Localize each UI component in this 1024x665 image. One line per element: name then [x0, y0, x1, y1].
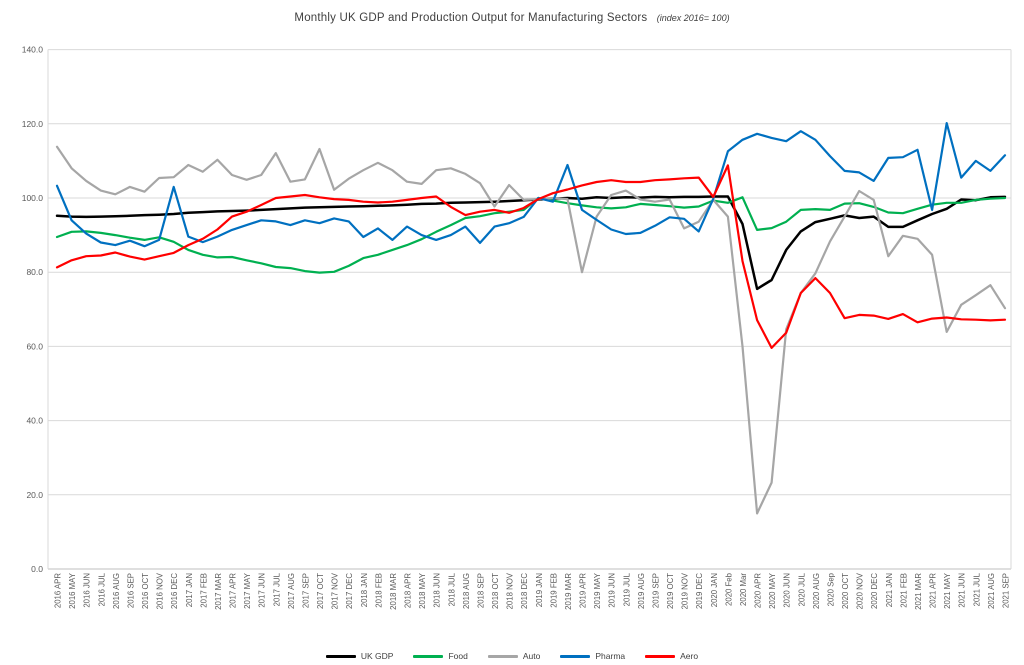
x-axis-tick-label: 2020 NOV — [856, 572, 865, 609]
y-axis-tick-label: 120.0 — [22, 119, 44, 129]
x-axis-tick-label: 2019 JAN — [535, 573, 544, 607]
x-axis-tick-label: 2021 JUN — [958, 573, 967, 608]
legend-item-aero: Aero — [645, 651, 698, 661]
x-axis-tick-label: 2020 JUL — [797, 572, 806, 606]
x-axis-tick-label: 2021 APR — [929, 573, 938, 608]
series-line-uk-gdp — [55, 195, 1007, 291]
x-axis-tick-label: 2021 JAN — [885, 573, 894, 607]
x-axis-tick-label: 2020 JAN — [710, 573, 719, 607]
y-axis-tick-label: 40.0 — [26, 416, 43, 426]
x-axis-tick-label: 2018 OCT — [491, 573, 500, 609]
x-axis-tick-label: 2017 SEP — [301, 573, 310, 608]
chart-legend: UK GDP Food Auto Pharma Aero — [0, 651, 1024, 661]
legend-label: Food — [448, 651, 468, 661]
chart-title-block: Monthly UK GDP and Production Output for… — [0, 8, 1024, 26]
x-axis-tick-label: 2019 SEP — [652, 573, 661, 608]
x-axis-tick-label: 2017 MAR — [214, 573, 223, 610]
x-axis-tick-label: 2019 DEC — [695, 573, 704, 609]
x-axis-tick-label: 2019 FEB — [549, 573, 558, 608]
legend-line-swatch — [560, 654, 591, 658]
legend-item-food: Food — [413, 651, 468, 661]
chart-title: Monthly UK GDP and Production Output for… — [294, 12, 648, 24]
x-axis-tick-label: 2021 SEP — [1002, 573, 1011, 608]
legend-label: UK GDP — [360, 651, 394, 661]
legend-line-swatch — [325, 654, 356, 658]
x-axis-tick-label: 2021 MAY — [943, 572, 952, 609]
x-axis-tick-label: 2021 JUL — [972, 572, 981, 606]
x-axis-tick-label: 2019 JUL — [622, 572, 631, 606]
x-axis-tick-label: 2019 MAR — [564, 573, 573, 610]
x-axis-tick-label: 2017 OCT — [316, 573, 325, 609]
x-axis-tick-label: 2018 JUL — [447, 572, 456, 606]
x-axis-tick-label: 2019 AUG — [637, 573, 646, 609]
x-axis-tick-label: 2016 JUN — [83, 573, 92, 608]
x-axis-tick-label: 2016 DEC — [170, 573, 179, 609]
x-axis-tick-label: 2017 JAN — [185, 573, 194, 607]
x-axis-tick-label: 2020 OCT — [841, 573, 850, 609]
legend-item-auto: Auto — [487, 651, 541, 661]
x-axis-tick-label: 2016 SEP — [126, 573, 135, 608]
x-axis-tick-label: 2016 JUL — [97, 572, 106, 606]
x-axis-tick-label: 2017 DEC — [345, 573, 354, 609]
x-axis-tick-label: 2016 AUG — [112, 573, 121, 609]
x-axis-tick-label: 2018 DEC — [520, 573, 529, 609]
x-axis-tick-label: 2020 MAY — [768, 572, 777, 609]
x-axis-tick-label: 2019 OCT — [666, 573, 675, 609]
x-axis-tick-label: 2016 APR — [54, 573, 63, 608]
y-axis-tick-label: 0.0 — [31, 564, 43, 574]
legend-label: Pharma — [595, 651, 626, 661]
x-axis-tick-label: 2017 NOV — [331, 572, 340, 609]
x-axis-tick-label: 2017 APR — [229, 573, 238, 608]
x-axis-tick-label: 2018 JUN — [433, 573, 442, 608]
x-axis-tick-label: 2016 OCT — [141, 573, 150, 609]
x-axis-tick-label: 2020 APR — [754, 573, 763, 608]
legend-label: Auto — [522, 651, 541, 661]
x-axis-tick-label: 2019 APR — [579, 573, 588, 608]
x-axis-tick-label: 2020 Mar — [739, 573, 748, 606]
y-axis-tick-label: 60.0 — [26, 341, 43, 351]
x-axis-tick-label: 2020 Feb — [724, 572, 733, 606]
x-axis-tick-label: 2018 SEP — [477, 573, 486, 608]
legend-item-pharma: Pharma — [560, 651, 625, 661]
x-axis-tick-label: 2020 AUG — [812, 573, 821, 609]
x-axis-tick-label: 2020 DEC — [870, 573, 879, 609]
x-axis-tick-label: 2017 AUG — [287, 573, 296, 609]
legend-item-uk-gdp: UK GDP — [325, 651, 394, 661]
x-axis-tick-label: 2016 NOV — [156, 572, 165, 609]
x-axis-tick-label: 2021 AUG — [987, 573, 996, 609]
x-axis-tick-label: 2019 NOV — [681, 572, 690, 609]
x-axis-tick-label: 2018 MAY — [418, 572, 427, 609]
x-axis-tick-label: 2021 FEB — [899, 573, 908, 608]
x-axis-tick-label: 2016 MAY — [68, 572, 77, 609]
legend-line-swatch — [645, 654, 676, 658]
legend-label: Aero — [680, 651, 699, 661]
x-axis-tick-label: 2018 AUG — [462, 573, 471, 609]
x-axis-tick-label: 2020 JUN — [783, 573, 792, 608]
legend-line-swatch — [413, 654, 444, 658]
legend-line-swatch — [487, 654, 518, 658]
x-axis-tick-label: 2018 MAR — [389, 573, 398, 610]
x-axis-tick-label: 2017 JUN — [258, 573, 267, 608]
chart-subtitle: (index 2016= 100) — [656, 13, 730, 23]
x-axis-tick-label: 2018 FEB — [374, 573, 383, 608]
series-line-auto — [55, 145, 1007, 515]
x-axis-tick-label: 2017 JUL — [272, 572, 281, 606]
y-axis-tick-label: 100.0 — [22, 193, 44, 203]
x-axis-tick-label: 2018 NOV — [506, 572, 515, 609]
series-line-aero — [55, 164, 1007, 349]
y-axis-tick-label: 80.0 — [26, 267, 43, 277]
y-axis-tick-label: 20.0 — [26, 490, 43, 500]
x-axis-tick-label: 2017 MAY — [243, 572, 252, 609]
x-axis-tick-label: 2019 MAY — [593, 572, 602, 609]
x-axis-tick-label: 2021 MAR — [914, 573, 923, 610]
series-line-pharma — [55, 121, 1007, 248]
x-axis-tick-label: 2018 JAN — [360, 573, 369, 607]
x-axis-tick-label: 2017 FEB — [199, 573, 208, 608]
x-axis-tick-label: 2018 APR — [404, 573, 413, 608]
x-axis-tick-label: 2020 Sep — [827, 572, 836, 606]
y-axis-tick-label: 140.0 — [22, 45, 44, 55]
x-axis-tick-label: 2019 JUN — [608, 573, 617, 608]
